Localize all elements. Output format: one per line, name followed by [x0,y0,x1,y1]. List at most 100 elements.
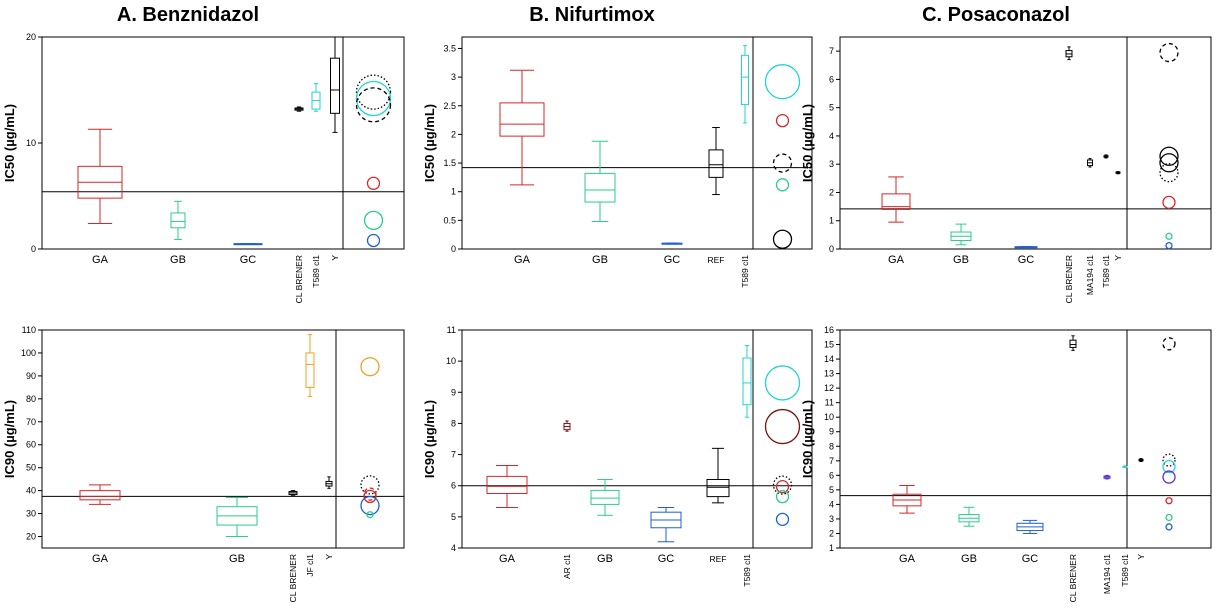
b-ic90-box-ga [486,475,528,494]
a-ic50-box-gb [170,212,186,229]
a-ic50-summary-circle [355,80,392,117]
a-ic90-summary-circle [360,475,380,495]
a-ic50-box-gc-label: GC [240,254,257,266]
c-ic90-box-ma194-cl1-label: MA194 cl1 [1102,554,1112,594]
a-ic90-box-ga-label: GA [92,553,109,565]
b-ic90-y-axis-label: IC90 (µg/mL) [422,400,437,478]
b-ic50-ytick-label: 0.5 [443,215,456,225]
c-ic50-box-ga [881,193,911,210]
b-ic90-summary-circle [772,475,793,495]
a-ic50-box-gb-label: GB [170,254,186,266]
c-ic50-summary-circle [1165,241,1173,250]
b-ic90-summary-circle [764,408,801,445]
c-ic90-ytick-label: 4 [829,499,834,509]
c-ic90-box-gc-label: GC [1022,553,1039,565]
a-ic90-box-cl-brener-label: CL BRENER [288,554,298,602]
b-ic90-ytick-label: 8 [451,418,456,428]
a-ic50-box-t589-cl1-label: T589 cl1 [311,255,321,288]
c-ic50-box-ma194-cl1-label: MA194 cl1 [1085,255,1095,295]
c-ic90-ytick-label: 5 [829,485,834,495]
b-ic50-ytick-label: 3.5 [443,43,456,53]
b-ic90-box-gb-label: GB [597,553,613,565]
a-ic90-ytick-label: 40 [26,486,36,496]
c-ic50-summary-circle [1159,153,1179,173]
a-ic50-ytick-label: 0 [31,244,36,254]
c-ic90-summary-circle [1162,453,1176,467]
c-ic50-summary-circle [1159,146,1179,166]
c-ic50-box-gc-label: GC [1018,254,1035,266]
b-ic90-summary-circle [775,512,790,526]
c-ic50-ytick-label: 2 [829,187,834,197]
b-ic50-ytick-label: 0 [451,244,456,254]
a-ic90-box-jf-cl1-label: JF cl1 [305,554,315,577]
a-ic90-summary-circle [360,495,380,516]
b-ic90-box-ar-cl1-label: AR cl1 [562,554,572,579]
c-ic90-ytick-label: 15 [824,340,834,350]
a-ic90-summary-circle [360,357,380,377]
c-ic50-summary-circle [1162,195,1176,210]
b-ic90-ytick-label: 5 [451,512,456,522]
b-ic50-box-t589-cl1-label: T589 cl1 [740,255,750,288]
c-ic90-ytick-label: 13 [824,369,834,379]
a-ic90-box-ga [79,490,121,501]
c-ic90-ytick-label: 14 [824,354,834,364]
a-ic90-y-axis-label: IC90 (µg/mL) [2,400,17,478]
a-ic90-ytick-label: 100 [21,348,36,358]
c-ic50-ytick-label: 5 [829,103,834,113]
c-ic90-ytick-label: 3 [829,514,834,524]
a-ic90-box-jf-cl1 [305,352,315,388]
a-ic50-box-y-label: Y [330,255,340,261]
c-ic90-ytick-label: 12 [824,383,834,393]
c-ic90-ytick-label: 1 [829,543,834,553]
a-ic90-ytick-label: 60 [26,440,36,450]
c-ic90-y-axis-label: IC90 (µg/mL) [800,400,815,478]
a-ic90-ytick-label: 90 [26,371,36,381]
a-ic50-plot-frame [41,36,405,250]
c-ic90-ytick-label: 8 [829,441,834,451]
a-ic50-y-axis-label: IC50 (µg/mL) [2,104,17,182]
c-ic50-summary-circle [1159,163,1179,183]
panel-title-benznidazol: A. Benznidazol [116,4,260,26]
c-ic90-summary-circle [1162,459,1176,474]
c-ic50-plot-frame [839,36,1212,250]
c-ic50-ytick-label: 3 [829,159,834,169]
c-ic50-ytick-label: 6 [829,74,834,84]
b-ic50-summary-circle [764,64,801,100]
c-ic90-summary-circle [1165,523,1173,531]
a-ic50-box-y [330,57,340,114]
a-ic90-summary-circle [366,511,374,519]
b-ic90-plot-frame [461,329,813,549]
b-ic90-ytick-label: 11 [447,325,456,335]
c-ic90-summary-circle [1162,337,1176,351]
a-ic50-summary-circle [366,233,381,248]
c-ic90-ytick-label: 2 [829,528,834,538]
a-ic90-ytick-label: 50 [26,463,36,473]
b-ic50-ytick-label: 2 [451,129,456,139]
b-ic90-ytick-label: 10 [446,356,456,366]
c-ic50-ytick-label: 7 [829,46,834,56]
b-ic90-ytick-label: 6 [451,481,456,491]
b-ic90-box-gb [590,489,620,505]
a-ic50-summary-circle [355,74,392,110]
c-ic90-ytick-label: 9 [829,427,834,437]
c-ic50-ytick-label: 4 [829,131,834,141]
b-ic90-box-t589-cl1-label: T589 cl1 [742,554,752,587]
c-ic90-summary-circle [1165,497,1173,505]
b-ic90-box-t589-cl1 [742,357,752,406]
a-ic90-ytick-label: 80 [26,394,36,404]
c-ic50-ytick-label: 0 [829,244,834,254]
c-ic90-ytick-label: 11 [825,398,834,408]
b-ic90-box-ref-label: REF [710,554,727,564]
b-ic90-box-ref [706,478,730,498]
a-ic50-box-ga-label: GA [92,254,109,266]
b-ic90-summary-circle [775,479,790,494]
c-ic50-box-gb-label: GB [953,254,969,266]
b-ic50-ytick-label: 3 [451,72,456,82]
c-ic50-box-ga-label: GA [888,254,905,266]
b-ic50-box-gb [584,172,616,203]
c-ic90-plot-frame [839,329,1212,549]
c-ic50-summary-circle [1159,42,1179,63]
c-ic50-box-y-label: Y [1113,255,1123,261]
c-ic50-box-cl-brener-label: CL BRENER [1064,255,1074,303]
